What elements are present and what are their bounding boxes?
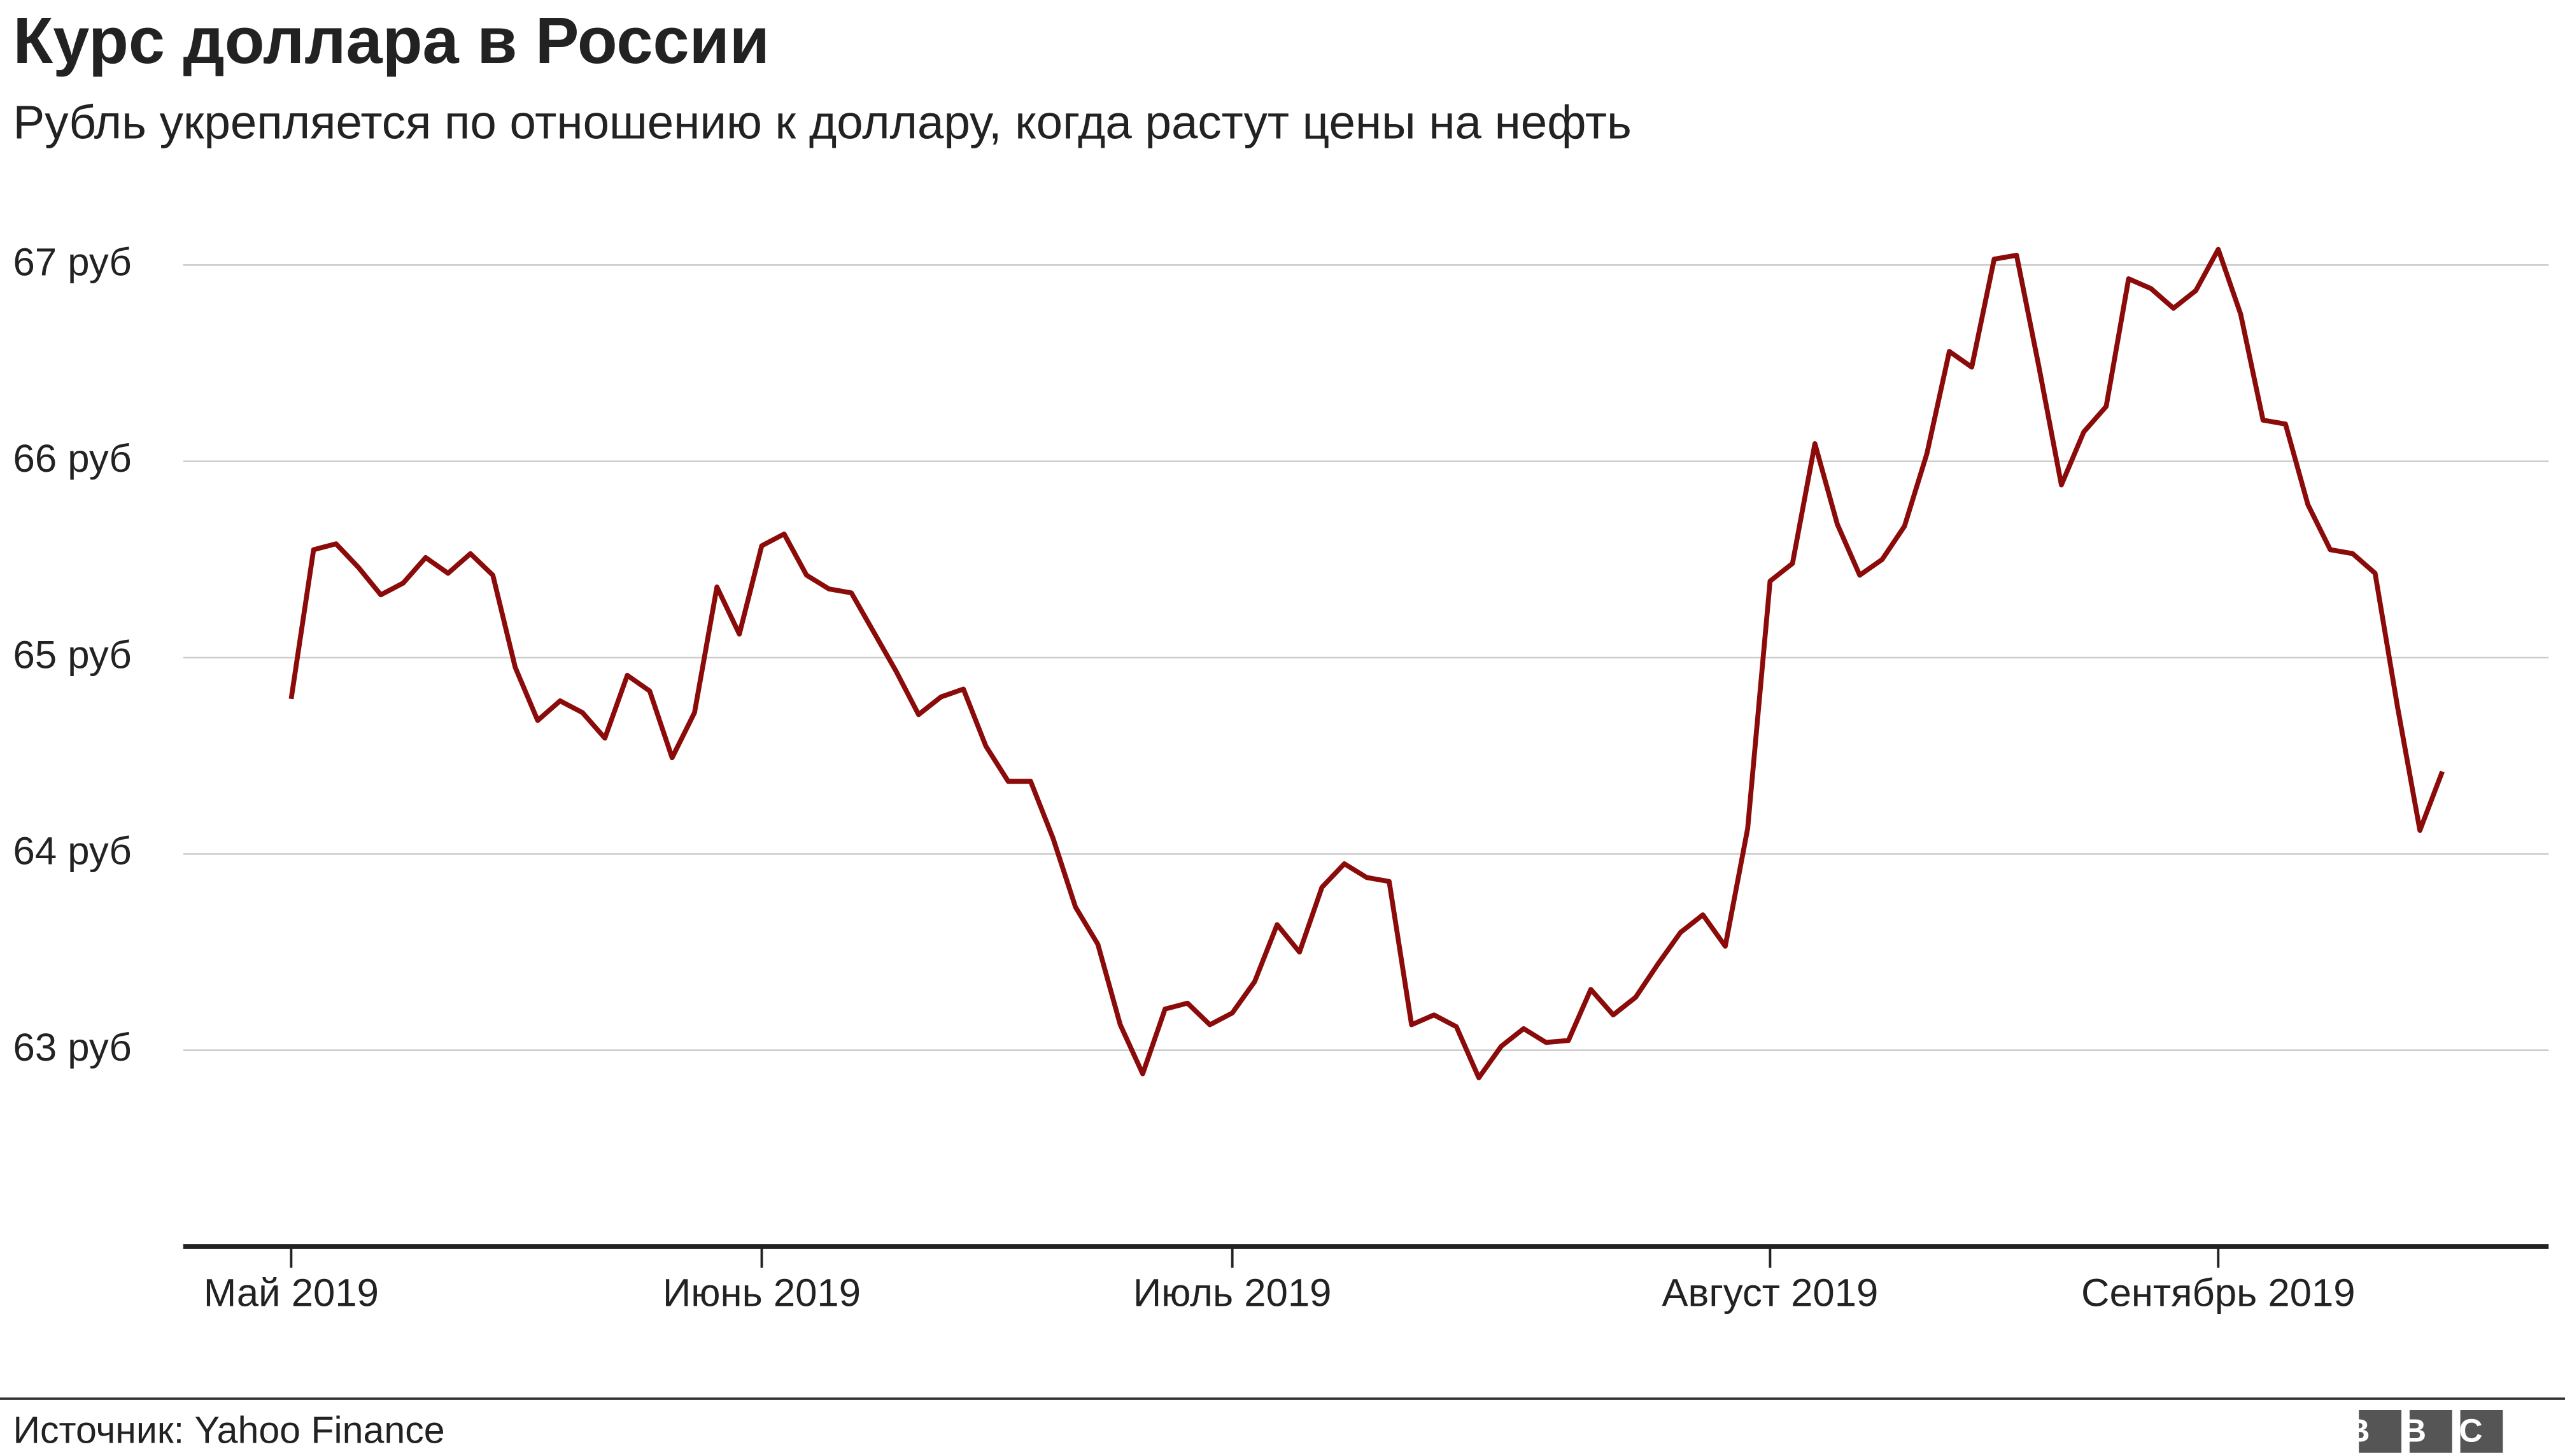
logo: BBC (2347, 1410, 2515, 1453)
logo-text: BBC (2347, 1412, 2515, 1449)
x-tick-label: Май 2019 (204, 1271, 379, 1315)
chart-subtitle: Рубль укрепляется по отношению к доллару… (13, 96, 1632, 149)
x-tick-label: Июль 2019 (1133, 1271, 1332, 1315)
x-tick-label: Июнь 2019 (663, 1271, 861, 1315)
x-tick-label: Сентябрь 2019 (2081, 1271, 2356, 1315)
line (288, 246, 2445, 1080)
y-tick-label: 66 руб (13, 437, 132, 481)
y-tick-label: 65 руб (13, 633, 132, 677)
source: Источник: Yahoo Finance (13, 1410, 445, 1452)
x-tick-label: Август 2019 (1662, 1271, 1878, 1315)
y-tick-label: 64 руб (13, 830, 132, 873)
chart-title: Курс доллара в России (13, 4, 770, 77)
y-tick-label: 67 руб (13, 241, 132, 285)
y-tick-label: 63 руб (13, 1026, 132, 1070)
